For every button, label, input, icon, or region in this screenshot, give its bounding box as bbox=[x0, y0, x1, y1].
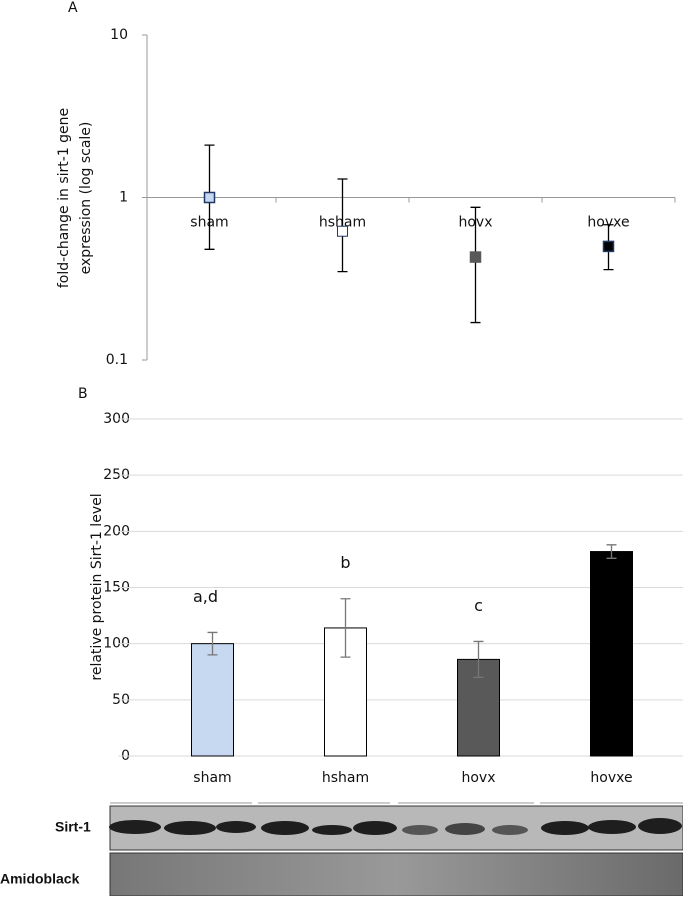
error-bar bbox=[473, 640, 484, 679]
blot-label: Amidoblack bbox=[0, 871, 80, 887]
y-tick-label: 100 bbox=[103, 636, 130, 652]
y-tick-label: 10 bbox=[110, 27, 128, 43]
y-axis-label: relative protein Sirt-1 level bbox=[89, 493, 105, 680]
y-axis-label: fold-change in sirt-1 gene bbox=[56, 108, 72, 288]
panel-label: B bbox=[78, 386, 88, 402]
error-bar bbox=[337, 178, 348, 273]
bar bbox=[191, 643, 234, 757]
x-tick-label: hovx bbox=[461, 770, 495, 786]
point bbox=[469, 251, 482, 263]
bar-annotation: b bbox=[340, 553, 350, 572]
error-bar bbox=[207, 631, 218, 656]
bar-annotation: c bbox=[474, 596, 483, 615]
x-tick-label: hovxe bbox=[590, 770, 632, 786]
y-tick-label: 1 bbox=[119, 190, 128, 206]
error-bar bbox=[470, 206, 481, 324]
bar bbox=[590, 551, 633, 757]
point bbox=[337, 225, 348, 237]
blot: Sirt-1 Amidoblack bbox=[0, 802, 683, 897]
y-axis-label: expression (log scale) bbox=[78, 122, 94, 275]
y-tick-label: 150 bbox=[103, 580, 130, 596]
y-tick-label: 250 bbox=[103, 467, 130, 483]
panel-label: A bbox=[68, 0, 78, 16]
error-bar bbox=[606, 544, 617, 559]
y-tick-label: 300 bbox=[103, 411, 130, 427]
x-tick-label: sham bbox=[193, 770, 231, 786]
point bbox=[203, 191, 216, 204]
error-bar bbox=[340, 598, 351, 658]
point bbox=[602, 240, 615, 253]
x-tick-label: hsham bbox=[322, 770, 369, 786]
x-tick-label: hovxe bbox=[587, 215, 629, 231]
y-tick-label: 200 bbox=[103, 523, 130, 539]
blot-label: Sirt-1 bbox=[55, 819, 91, 835]
bar-annotation: a,d bbox=[193, 587, 218, 606]
y-tick-label: 0.1 bbox=[106, 352, 128, 368]
